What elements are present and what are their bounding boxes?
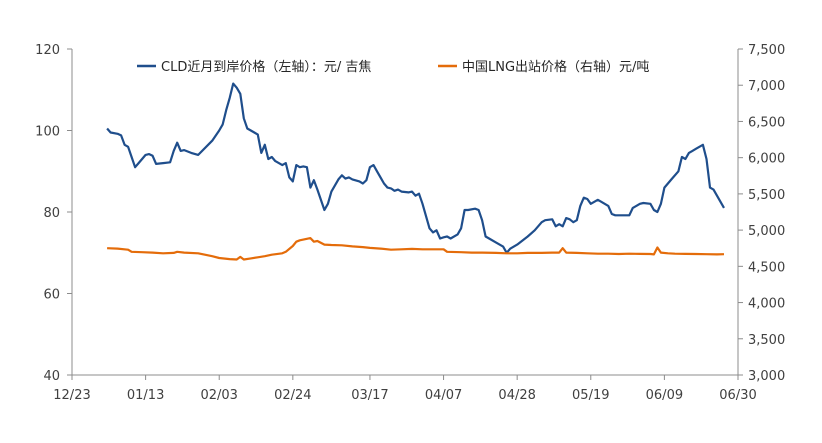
legend: CLD近月到岸价格（左轴）：元/ 吉焦 中国LNG出站价格（右轴）元/吨 [137, 59, 649, 75]
right-tick-label: 4,000 [748, 297, 785, 312]
series-line-lng [107, 237, 725, 261]
x-tick-label: 06/09 [646, 388, 683, 403]
legend-item-cld: CLD近月到岸价格（左轴）：元/ 吉焦 [137, 59, 371, 75]
legend-item-lng: 中国LNG出站价格（右轴）元/吨 [438, 59, 649, 75]
x-tick-label: 05/19 [572, 388, 609, 403]
series-group [106, 82, 725, 261]
right-tick-label: 7,000 [748, 79, 785, 94]
right-tick-label: 4,500 [748, 260, 785, 275]
left-tick-label: 120 [35, 43, 60, 58]
x-tick-label: 01/13 [127, 388, 164, 403]
series-line-cld [106, 82, 725, 254]
x-tick-label: 02/03 [200, 388, 237, 403]
right-tick-label: 6,000 [748, 152, 785, 167]
right-tick-label: 7,500 [748, 43, 785, 58]
x-axis-ticks: 12/23 01/13 02/03 02/24 03/17 04/07 04/28 05/19… [53, 375, 757, 403]
right-tick-label: 5,000 [748, 224, 785, 239]
right-axis-ticks: 3,000 3,500 4,000 4,500 5,000 5,500 6,000 6,500… [738, 43, 785, 384]
x-tick-label: 04/28 [498, 388, 535, 403]
x-tick-label: 02/24 [274, 388, 311, 403]
left-axis-ticks: 40 60 80 100 120 [35, 43, 72, 384]
right-tick-label: 3,000 [748, 369, 785, 384]
left-tick-label: 60 [43, 288, 60, 303]
legend-label-cld: CLD近月到岸价格（左轴）：元/ 吉焦 [161, 59, 371, 75]
right-tick-label: 3,500 [748, 333, 785, 348]
x-tick-label: 06/30 [719, 388, 756, 403]
right-tick-label: 6,500 [748, 115, 785, 130]
x-tick-label: 03/17 [351, 388, 388, 403]
x-tick-label: 12/23 [53, 388, 90, 403]
left-tick-label: 100 [35, 125, 60, 140]
left-tick-label: 40 [43, 369, 60, 384]
left-tick-label: 80 [43, 206, 60, 221]
x-tick-label: 04/07 [425, 388, 462, 403]
axes-group [71, 49, 739, 376]
legend-label-lng: 中国LNG出站价格（右轴）元/吨 [462, 59, 649, 75]
right-tick-label: 5,500 [748, 188, 785, 203]
